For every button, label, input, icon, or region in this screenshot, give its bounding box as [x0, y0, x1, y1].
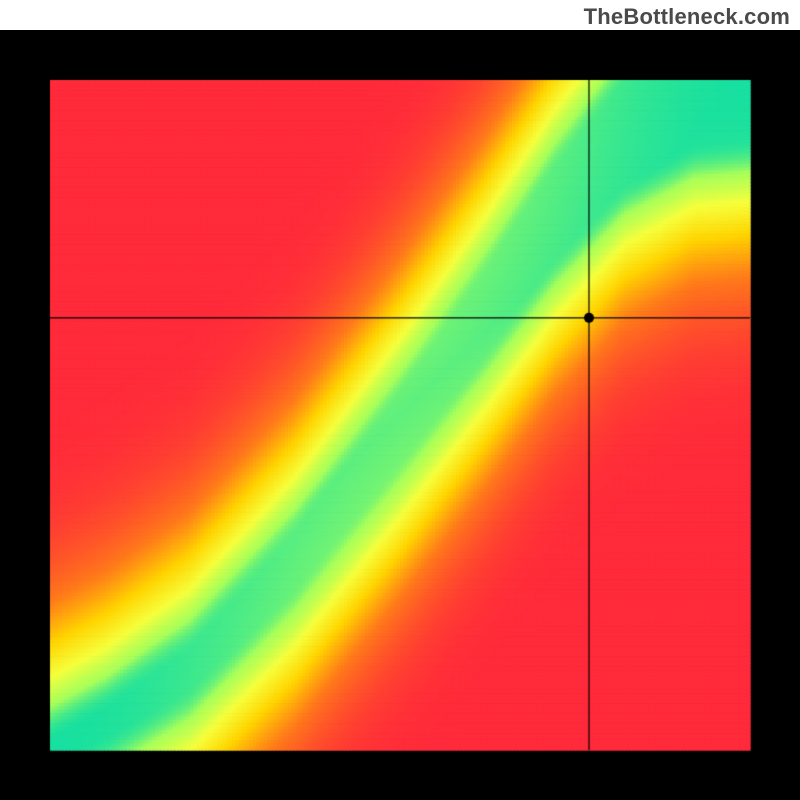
chart-container: TheBottleneck.com — [0, 0, 800, 800]
watermark-text: TheBottleneck.com — [584, 4, 790, 30]
bottleneck-heatmap — [0, 30, 800, 800]
